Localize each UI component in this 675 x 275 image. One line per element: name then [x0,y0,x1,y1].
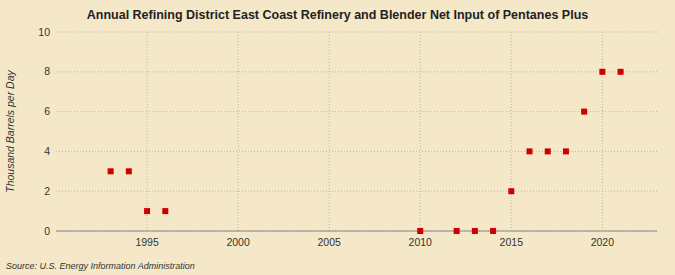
y-tick-label: 8 [44,65,50,77]
x-grid-line [238,32,239,231]
x-tick-label: 2005 [318,236,342,248]
x-tick-label: 2020 [591,236,615,248]
chart: Annual Refining District East Coast Refi… [0,0,675,275]
point [618,69,624,75]
x-tick-label: 2000 [226,236,250,248]
point [599,69,605,75]
point [108,168,114,174]
x-grid-line [511,32,512,231]
point [126,168,132,174]
y-tick-label: 0 [44,225,50,237]
point [454,228,460,234]
point [545,148,551,154]
x-grid-line [602,32,603,231]
y-tick-label: 10 [38,26,50,38]
point [162,208,168,214]
y-grid-line [56,71,657,72]
point [508,188,514,194]
point [490,228,496,234]
y-grid-line [56,111,657,112]
y-axis-label: Thousand Barrels per Day [4,69,16,192]
point [527,148,533,154]
y-tick-label: 4 [44,145,50,157]
y-grid-line [56,32,657,33]
x-axis-line [56,231,657,232]
point [563,148,569,154]
y-grid-line [56,231,657,232]
point [417,228,423,234]
title: Annual Refining District East Coast Refi… [87,8,589,22]
grid [56,32,657,231]
x-tick-label: 2015 [500,236,524,248]
point [472,228,478,234]
points [108,69,624,234]
x-grid-line [329,32,330,231]
background [0,0,675,275]
point [144,208,150,214]
point [581,109,587,115]
x-tick-label: 2010 [409,236,433,248]
y-grid-line [56,191,657,192]
x-grid-line [147,32,148,231]
x-grid-line [420,32,421,231]
x-tick-label: 1995 [135,236,159,248]
y-tick-label: 6 [44,105,50,117]
y-tick-label: 2 [44,185,50,197]
source: Source: U.S. Energy Information Administ… [6,261,195,271]
